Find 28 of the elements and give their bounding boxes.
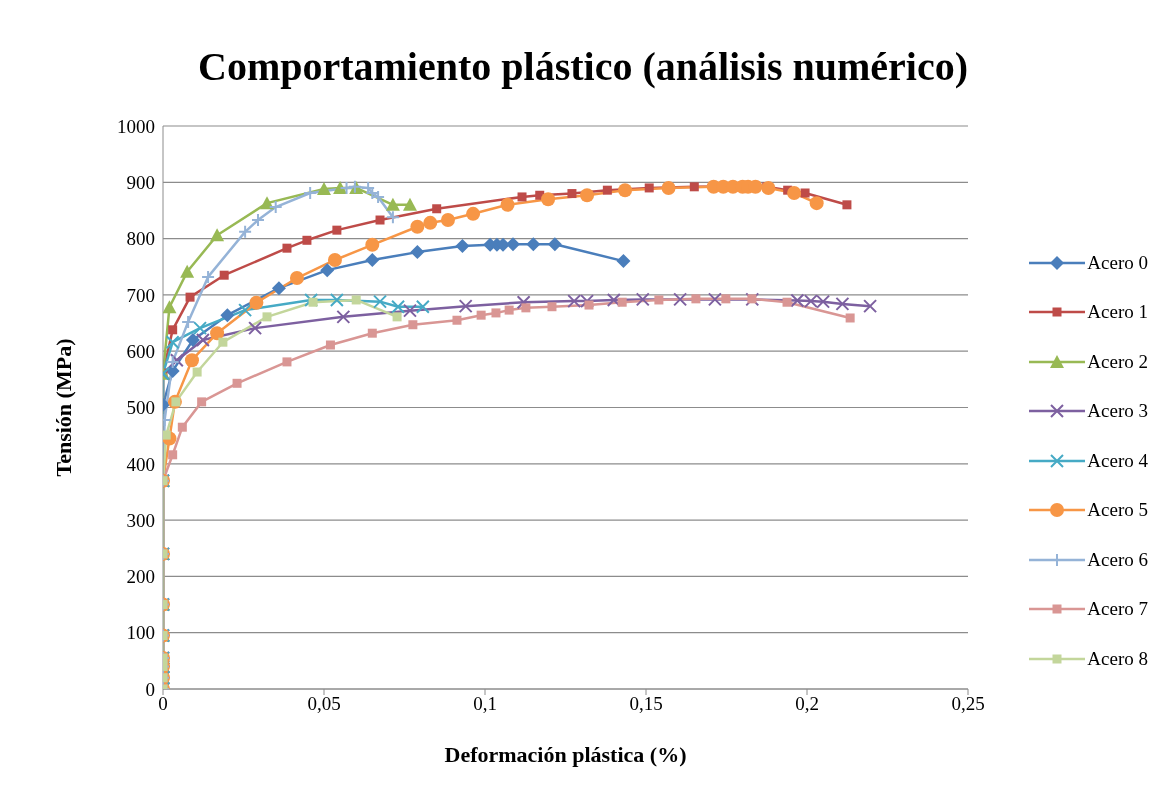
x-tick-label: 0,2 bbox=[795, 693, 819, 715]
y-tick-label: 900 bbox=[126, 172, 155, 194]
legend-label: Acero 5 bbox=[1087, 499, 1148, 522]
y-tick-label: 1000 bbox=[117, 115, 155, 137]
legend-label: Acero 1 bbox=[1087, 301, 1148, 324]
y-tick-label: 200 bbox=[126, 566, 155, 588]
y-tick-label: 400 bbox=[126, 453, 155, 475]
y-axis-title: Tensión (MPa) bbox=[50, 338, 76, 477]
x-tick-label: 0,1 bbox=[473, 693, 497, 715]
y-tick-label: 500 bbox=[126, 397, 155, 419]
y-tick-label: 300 bbox=[126, 509, 155, 531]
legend-label: Acero 2 bbox=[1087, 350, 1148, 373]
legend-label: Acero 7 bbox=[1087, 598, 1148, 621]
y-tick-label: 100 bbox=[126, 622, 155, 644]
y-tick-label: 800 bbox=[126, 228, 155, 250]
legend-label: Acero 4 bbox=[1087, 449, 1148, 472]
x-tick-label: 0,05 bbox=[307, 693, 341, 715]
legend-label: Acero 8 bbox=[1087, 647, 1148, 670]
legend-label: Acero 3 bbox=[1087, 400, 1148, 423]
legend-label: Acero 6 bbox=[1087, 548, 1148, 571]
y-tick-label: 700 bbox=[126, 284, 155, 306]
x-tick-label: 0,25 bbox=[951, 693, 985, 715]
legend-label: Acero 0 bbox=[1087, 251, 1148, 274]
x-axis-title: Deformación plástica (%) bbox=[444, 742, 687, 767]
y-tick-label: 0 bbox=[145, 678, 155, 700]
chart-title: Comportamiento plástico (análisis numérico) bbox=[197, 43, 969, 90]
y-tick-label: 600 bbox=[126, 340, 155, 362]
x-tick-label: 0,15 bbox=[629, 693, 663, 715]
